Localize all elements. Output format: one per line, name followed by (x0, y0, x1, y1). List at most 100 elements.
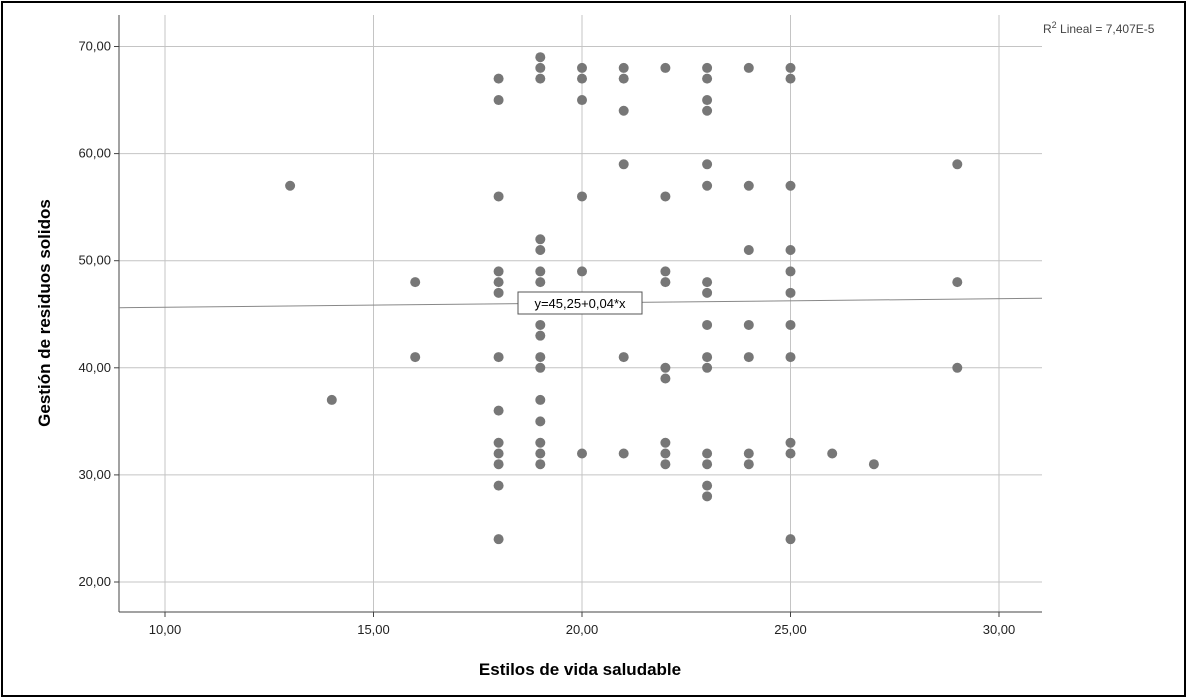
data-point (952, 159, 963, 170)
data-point (535, 73, 546, 84)
data-point (785, 244, 796, 255)
data-point (577, 266, 587, 277)
data-point (535, 416, 546, 427)
data-point (743, 448, 754, 459)
data-point (535, 52, 546, 63)
data-point (493, 448, 504, 459)
data-point (702, 62, 713, 73)
data-point (785, 534, 796, 545)
data-point (535, 352, 546, 363)
data-point (702, 480, 713, 491)
data-point (702, 105, 713, 116)
data-point (743, 180, 754, 191)
data-point (785, 180, 796, 191)
data-point (577, 191, 587, 202)
data-point (493, 534, 504, 545)
r2-prefix: R (1043, 22, 1052, 36)
x-axis-title: Estilos de vida saludable (479, 660, 681, 679)
axes (118, 15, 1042, 613)
data-point (743, 319, 754, 330)
data-point (618, 105, 629, 116)
y-tick-label: 40,00 (78, 360, 111, 375)
data-point (535, 459, 546, 470)
data-point (410, 277, 421, 288)
y-tick-label: 30,00 (78, 467, 111, 482)
data-point (785, 319, 796, 330)
data-point (577, 73, 587, 84)
data-point (785, 437, 796, 448)
data-point (743, 459, 754, 470)
data-point (618, 159, 629, 170)
data-point (702, 491, 713, 502)
data-point (868, 459, 879, 470)
y-axis-ticks: 20,00 30,00 40,00 50,00 60,00 70,00 (78, 39, 119, 589)
data-point (660, 373, 671, 384)
data-point (618, 62, 629, 73)
y-tick-label: 70,00 (78, 39, 111, 54)
data-point (660, 62, 671, 73)
data-point (535, 394, 546, 405)
data-point (660, 191, 671, 202)
data-point (785, 266, 796, 277)
data-point (493, 405, 504, 416)
data-point (952, 277, 963, 288)
r2-label: R2 Lineal = 7,407E-5 (1043, 20, 1155, 36)
data-point (493, 459, 504, 470)
data-points (285, 52, 963, 545)
y-tick-label: 20,00 (78, 574, 111, 589)
data-point (493, 277, 504, 288)
x-tick-label: 25,00 (774, 622, 807, 637)
y-tick-label: 50,00 (78, 253, 111, 268)
equation-box (517, 291, 643, 315)
data-point (618, 352, 629, 363)
data-point (577, 95, 587, 106)
data-point (535, 62, 546, 73)
data-point (702, 319, 713, 330)
data-point (827, 448, 838, 459)
data-point (743, 62, 754, 73)
data-point (702, 287, 713, 298)
data-point (577, 448, 587, 459)
data-point (618, 73, 629, 84)
grid-lines (119, 15, 1042, 612)
data-point (493, 73, 504, 84)
data-point (785, 62, 796, 73)
data-point (660, 448, 671, 459)
data-point (743, 244, 754, 255)
data-point (660, 459, 671, 470)
data-point (535, 244, 546, 255)
data-point (493, 287, 504, 298)
data-point (785, 73, 796, 84)
data-point (702, 95, 713, 106)
data-point (702, 159, 713, 170)
equation-label-group: y=45,25+0,04*x (517, 291, 643, 315)
data-point (577, 62, 587, 73)
data-point (535, 362, 546, 373)
data-point (785, 352, 796, 363)
x-tick-label: 15,00 (357, 622, 390, 637)
data-point (535, 234, 546, 245)
data-point (702, 180, 713, 191)
x-tick-label: 30,00 (983, 622, 1016, 637)
data-point (702, 448, 713, 459)
data-point (660, 362, 671, 373)
data-point (702, 277, 713, 288)
data-point (535, 319, 546, 330)
data-point (493, 95, 504, 106)
data-point (493, 352, 504, 363)
data-point (493, 191, 504, 202)
data-point (702, 73, 713, 84)
data-point (285, 180, 296, 191)
data-point (660, 266, 671, 277)
x-tick-label: 10,00 (149, 622, 182, 637)
y-axis-title: Gestión de residuos solidos (35, 199, 54, 427)
data-point (493, 437, 504, 448)
data-point (535, 266, 546, 277)
data-point (785, 287, 796, 298)
r2-text: Lineal = 7,407E-5 (1057, 22, 1155, 36)
data-point (660, 437, 671, 448)
data-point (410, 352, 421, 363)
x-tick-label: 20,00 (566, 622, 599, 637)
